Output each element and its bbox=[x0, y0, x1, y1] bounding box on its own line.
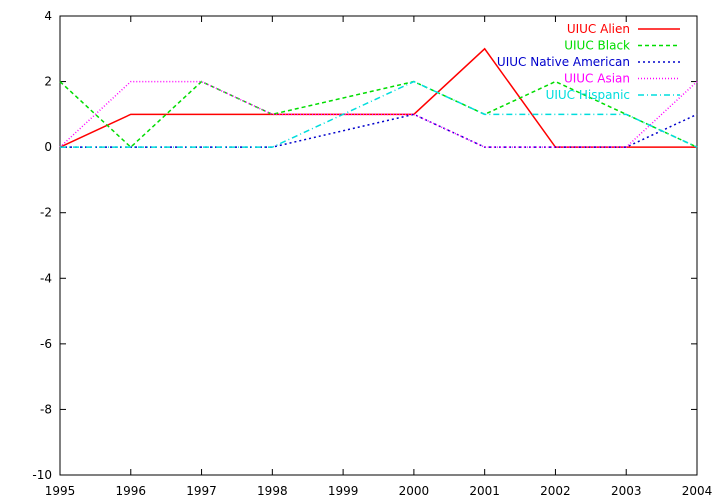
y-tick-label: -4 bbox=[40, 271, 52, 285]
plot-frame bbox=[59, 15, 698, 476]
y-tick-label: -10 bbox=[32, 468, 52, 482]
x-tick-label: 2001 bbox=[469, 484, 500, 498]
y-tick-label: -8 bbox=[40, 402, 52, 416]
y-tick-label: -6 bbox=[40, 337, 52, 351]
series-line-uiuc-native-american bbox=[60, 113, 698, 148]
x-tick-label: 1996 bbox=[116, 484, 147, 498]
legend: UIUC Alien UIUC Black UIUC Native American… bbox=[497, 22, 680, 102]
x-tick-label: 2002 bbox=[540, 484, 571, 498]
legend-label: UIUC Asian bbox=[564, 72, 630, 86]
x-tick-label: 1995 bbox=[45, 484, 76, 498]
series-line-uiuc-hispanic bbox=[60, 80, 698, 148]
series-layer bbox=[59, 47, 698, 149]
y-tick-label: 2 bbox=[44, 75, 52, 89]
x-tick-label: 1997 bbox=[186, 484, 217, 498]
x-tick-label: 2000 bbox=[399, 484, 430, 498]
legend-label: UIUC Alien bbox=[567, 22, 630, 36]
series-line-uiuc-asian bbox=[59, 80, 698, 148]
legend-label: UIUC Black bbox=[564, 39, 630, 53]
x-tick-label: 2003 bbox=[611, 484, 642, 498]
axis-ticks: 1995 1996 1997 1998 1999 2000 2001 2002 2003 2004… bbox=[32, 9, 712, 498]
series-line-uiuc-black bbox=[59, 80, 698, 149]
y-tick-label: 0 bbox=[44, 140, 52, 154]
legend-label: UIUC Hispanic bbox=[546, 88, 630, 102]
x-tick-label: 1998 bbox=[257, 484, 288, 498]
y-tick-label: -2 bbox=[40, 206, 52, 220]
x-tick-label: 1999 bbox=[328, 484, 359, 498]
x-tick-label: 2004 bbox=[682, 484, 713, 498]
y-tick-label: 4 bbox=[44, 9, 52, 23]
legend-label: UIUC Native American bbox=[497, 55, 630, 69]
